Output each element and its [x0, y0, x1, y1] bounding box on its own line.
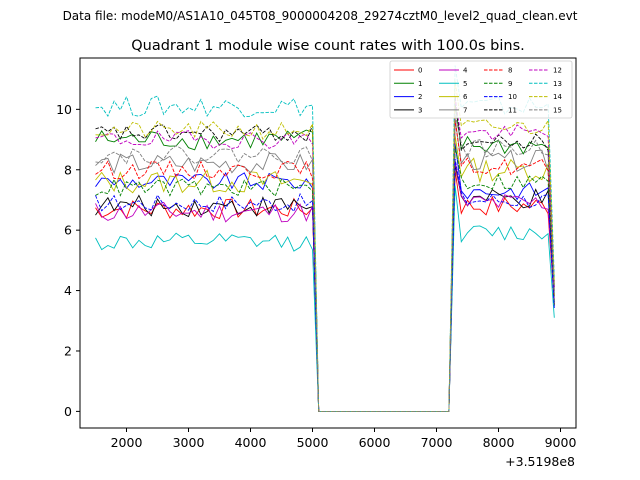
legend-label-9: 9: [508, 80, 512, 88]
y-tick-label: 0: [64, 404, 72, 419]
x-tick-label: 8000: [483, 435, 515, 450]
series-line-3: [95, 164, 555, 412]
chart-suptitle: Data file: modeM0/AS1A10_045T08_90000042…: [63, 9, 578, 23]
axes-frame: [79, 57, 577, 429]
series-line-6: [95, 135, 555, 412]
series-layer: [95, 65, 555, 412]
x-tick-label: 2000: [111, 435, 143, 450]
legend-label-4: 4: [463, 67, 468, 75]
legend-label-3: 3: [418, 106, 422, 114]
series-line-9: [95, 146, 555, 412]
x-tick-label: 4000: [235, 435, 267, 450]
y-tick-label: 4: [64, 283, 72, 298]
x-tick-label: 6000: [359, 435, 391, 450]
legend-label-2: 2: [418, 93, 422, 101]
legend-label-12: 12: [553, 67, 562, 75]
series-line-10: [95, 158, 555, 412]
series-line-12: [95, 98, 555, 412]
chart-title: Quadrant 1 module wise count rates with …: [131, 38, 525, 54]
series-line-0: [95, 170, 555, 412]
legend-label-10: 10: [508, 93, 517, 101]
x-offset-label: +3.5198e8: [505, 454, 575, 469]
legend-label-13: 13: [553, 80, 562, 88]
legend-label-15: 15: [553, 106, 562, 114]
series-line-14: [95, 80, 555, 412]
x-axis: 2000 3000 4000 5000 6000 7000 8000 9000: [111, 428, 577, 450]
x-tick-label: 9000: [545, 435, 577, 450]
legend-label-0: 0: [418, 67, 422, 75]
legend-label-11: 11: [508, 106, 517, 114]
series-line-7: [95, 118, 555, 412]
series-line-5: [95, 185, 555, 412]
legend-label-6: 6: [463, 93, 468, 101]
legend-label-14: 14: [553, 93, 562, 101]
legend-label-5: 5: [463, 80, 467, 88]
series-line-2: [95, 142, 555, 412]
x-tick-label: 7000: [421, 435, 453, 450]
x-tick-label: 5000: [297, 435, 329, 450]
legend-label-7: 7: [463, 106, 467, 114]
y-tick-label: 6: [64, 223, 72, 238]
series-line-15: [95, 114, 555, 412]
legend-frame: [389, 60, 573, 119]
y-tick-label: 8: [64, 162, 72, 177]
y-axis: 0 2 4 6 8 10: [56, 102, 80, 419]
y-tick-label: 2: [64, 343, 72, 358]
legend-label-8: 8: [508, 67, 512, 75]
x-tick-label: 3000: [173, 435, 205, 450]
series-line-8: [95, 119, 555, 412]
legend-label-1: 1: [418, 80, 422, 88]
series-line-13: [95, 65, 555, 412]
y-tick-label: 10: [56, 102, 72, 117]
